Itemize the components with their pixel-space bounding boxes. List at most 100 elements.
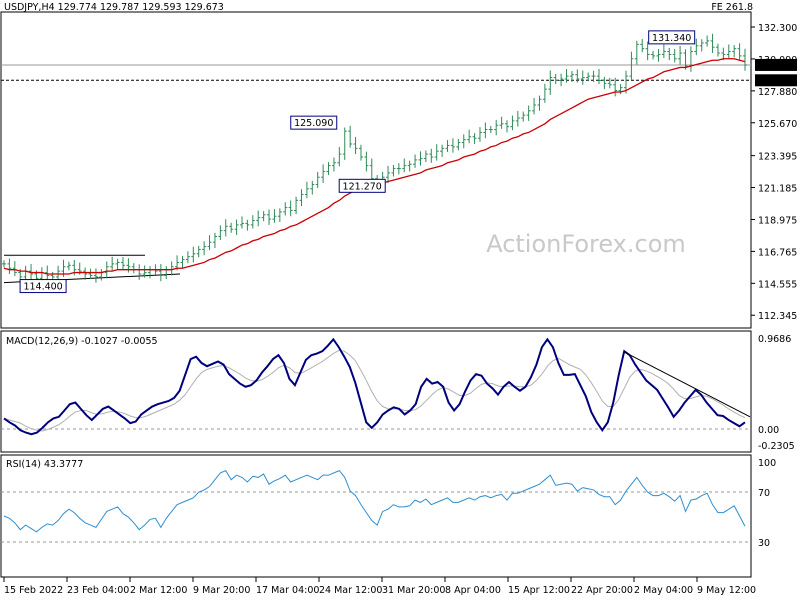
price-bar [456, 138, 461, 151]
price-bar [207, 235, 212, 251]
price-bar [342, 127, 347, 160]
time-axis-tick: 9 Mar 20:00 [193, 585, 250, 596]
price-bar [461, 134, 466, 149]
price-bar [180, 255, 185, 269]
price-bar [672, 49, 677, 63]
price-bar [596, 69, 601, 85]
price-panel [0, 11, 752, 329]
time-axis-tick: 2 May 04:00 [634, 585, 693, 596]
annotation-label: 121.270 [338, 178, 386, 193]
price-bar [294, 196, 299, 215]
level-price-tag: 128.610 [755, 74, 797, 87]
time-axis-tick: 15 Apr 12:00 [508, 585, 570, 596]
time-axis-tick: 8 Apr 04:00 [445, 585, 501, 596]
price-bar [505, 120, 510, 133]
macd-tick: -0.2305 [758, 441, 795, 452]
price-bar [705, 35, 710, 47]
price-bar [667, 47, 672, 61]
price-bar [445, 140, 450, 152]
price-bar [472, 133, 477, 144]
macd-line [3, 337, 746, 436]
price-bar [321, 164, 326, 183]
price-axis-tick: 123.395 [758, 152, 797, 163]
macd-panel [0, 330, 752, 453]
price-bar [467, 129, 472, 144]
price-bar [7, 258, 12, 274]
watermark: ActionForex.com [486, 230, 686, 258]
price-bar [694, 38, 699, 56]
price-bar [2, 260, 6, 268]
macd-trendline [624, 351, 751, 418]
price-bar [737, 43, 742, 60]
annotation-box [648, 30, 696, 45]
price-axis-tick: 112.345 [758, 311, 797, 322]
price-bar [699, 39, 704, 52]
price-bar [743, 48, 747, 71]
price-bar [434, 144, 439, 161]
macd-title: MACD(12,26,9) -0.1027 -0.0055 [6, 336, 158, 347]
time-axis-tick: 23 Feb 04:00 [67, 585, 129, 596]
price-bar [651, 50, 656, 60]
price-chart-title: USDJPY,H4 129.774 129.787 129.593 129.67… [4, 2, 224, 13]
price-bar [250, 215, 255, 229]
price-bar [202, 241, 207, 256]
price-bar [515, 110, 520, 127]
level-price-tag-bg [755, 74, 797, 87]
price-bar [613, 77, 618, 97]
price-bar [440, 144, 445, 157]
price-bar [283, 202, 288, 216]
price-bar [83, 267, 88, 280]
annotation-box [338, 178, 386, 193]
axis-layer: 132.300130.090127.880125.670123.395121.1… [3, 23, 797, 596]
price-bar [629, 51, 634, 80]
price-bar [229, 222, 234, 233]
price-bar [423, 150, 428, 163]
price-bar [277, 208, 282, 222]
rsi-tick: 70 [758, 488, 770, 499]
level-price-tag-text: 128.610 [758, 76, 797, 87]
price-bar [288, 200, 293, 217]
price-axis-tick: 121.185 [758, 184, 797, 195]
rsi-series-layer [3, 469, 746, 533]
price-bar [142, 265, 147, 278]
price-bar [45, 265, 50, 280]
price-bar [234, 219, 239, 235]
price-bar [104, 261, 109, 279]
annotation-box [290, 115, 338, 130]
price-bar [678, 45, 683, 65]
price-bar [521, 111, 526, 122]
time-axis-tick: 9 May 12:00 [697, 585, 756, 596]
time-axis-tick: 22 Apr 20:00 [571, 585, 633, 596]
price-bar [348, 125, 353, 148]
rsi-panel [0, 454, 752, 578]
price-bar [331, 157, 336, 172]
price-bar [66, 261, 71, 271]
price-bar [715, 43, 720, 57]
price-bar [185, 251, 190, 264]
price-bar [548, 70, 553, 95]
price-bar [542, 83, 547, 103]
rsi-title: RSI(14) 43.3777 [6, 459, 83, 470]
price-bar [396, 163, 401, 175]
price-bar [407, 160, 412, 172]
price-bar [212, 232, 217, 248]
price-bar [477, 127, 482, 142]
rsi-tick: 30 [758, 538, 770, 549]
price-bar [88, 268, 93, 280]
current-price-tag-text: 129.673 [758, 61, 797, 72]
price-bar [564, 69, 569, 83]
price-bar [256, 210, 261, 227]
annotation-text: 121.270 [343, 181, 382, 192]
price-bar [115, 258, 120, 270]
rsi-line [3, 469, 746, 533]
price-axis-tick: 118.975 [758, 215, 797, 226]
price-bar [196, 245, 201, 258]
price-bar [634, 40, 639, 65]
price-bar [526, 105, 531, 121]
annotation-label: 131.340 [648, 30, 696, 45]
price-bar [591, 70, 596, 82]
macd-series-layer [3, 337, 751, 436]
price-bar [559, 73, 564, 87]
price-bar [661, 44, 666, 59]
price-bar [575, 69, 580, 83]
